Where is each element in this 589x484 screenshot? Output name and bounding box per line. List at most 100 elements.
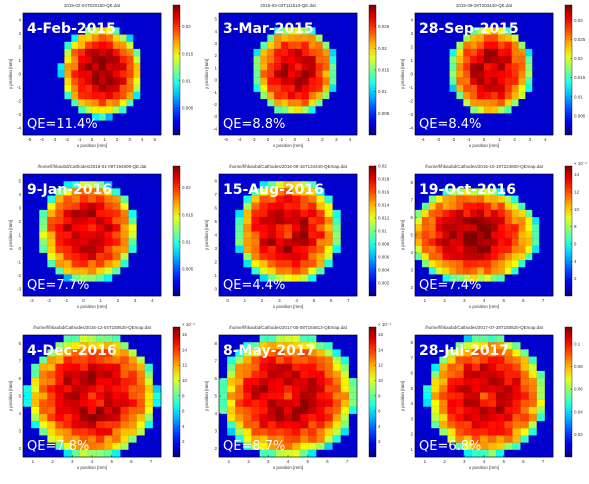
heatmap-cell — [484, 174, 492, 182]
heatmap-cell — [470, 113, 478, 121]
heatmap-cell — [292, 363, 301, 372]
heatmap-cell — [243, 370, 252, 379]
heatmap-cell — [29, 41, 38, 50]
heatmap-cell — [55, 274, 64, 282]
heatmap-cell — [324, 342, 333, 350]
y-tick-label: 6 — [410, 215, 413, 220]
heatmap-cell — [128, 224, 137, 232]
heatmap-cell — [219, 106, 227, 114]
heatmap-cell — [470, 224, 478, 232]
heatmap-cell — [488, 442, 497, 451]
heatmap-cell — [455, 378, 465, 386]
heatmap-cell — [544, 392, 554, 400]
heatmap-cell — [504, 378, 513, 386]
heatmap-cell — [87, 428, 97, 436]
colorbar-tick-label: 0.025 — [378, 24, 390, 29]
heatmap-cell — [133, 113, 141, 121]
heatmap-cell — [348, 406, 358, 415]
heatmap-cell — [463, 27, 471, 35]
heatmap-cell — [294, 20, 303, 28]
qe-heatmap-svg: 2015-09-28T204440-QE.dat-4 -3 -2 -1 0 1 2 3 4-4-… — [400, 3, 586, 148]
heatmap-cell — [140, 56, 148, 64]
heatmap-cell — [96, 399, 105, 408]
heatmap-cell — [315, 70, 323, 78]
heatmap-cell — [348, 335, 358, 343]
heatmap-cell — [528, 349, 538, 357]
heatmap-cell — [442, 127, 450, 136]
heatmap-cell — [511, 48, 519, 57]
heatmap-cell — [456, 245, 464, 254]
x-tick-label: 3 — [529, 137, 532, 142]
heatmap-cell — [154, 63, 162, 71]
heatmap-cell — [471, 363, 481, 372]
qe-map-panel: /home/f/hkaobd/Cathodes/2016-08-15T13444… — [197, 162, 393, 323]
heatmap-cell — [544, 370, 554, 379]
colorbar-tick-label: 6 — [378, 409, 381, 414]
heatmap-cell — [112, 421, 121, 429]
heatmap-cell — [308, 70, 316, 78]
heatmap-cell — [120, 188, 129, 196]
qe-heatmap-svg: /home/f/hkaobd/Cathodes/2016-08-15T13444… — [204, 164, 390, 310]
heatmap-cell — [136, 238, 146, 247]
colorbar-tick-label: 4 — [574, 259, 577, 264]
heatmap-cell — [78, 70, 86, 78]
heatmap-cell — [484, 217, 492, 225]
heatmap-cell — [546, 245, 554, 254]
heatmap-cell — [332, 413, 342, 422]
y-tick-label: 6 — [410, 371, 413, 376]
heatmap-cell — [267, 13, 275, 21]
heatmap-cell — [471, 428, 481, 436]
heatmap-cell — [246, 84, 254, 93]
heatmap-cell — [251, 392, 260, 400]
heatmap-cell — [288, 106, 296, 114]
heatmap-cell — [144, 363, 154, 372]
heatmap-cell — [308, 421, 317, 429]
heatmap-cell — [39, 356, 48, 365]
heatmap-cell — [36, 56, 44, 64]
heatmap-cell — [235, 202, 244, 211]
heatmap-cell — [350, 106, 358, 114]
heatmap-cell — [520, 399, 529, 408]
heatmap-cell — [456, 181, 464, 189]
heatmap-cell — [518, 120, 526, 129]
heatmap-cell — [283, 267, 293, 275]
heatmap-cell — [87, 385, 97, 393]
heatmap-cell — [456, 63, 464, 71]
heatmap-cell — [329, 63, 337, 71]
heatmap-cell — [343, 99, 351, 107]
heatmap-cell — [31, 413, 40, 422]
heatmap-cell — [71, 449, 81, 458]
qe-heatmap-svg: /home/f/hkaobd/Cathodes/2016-12-04T15062… — [8, 323, 195, 470]
heatmap-cell — [324, 442, 333, 451]
heatmap-cell — [421, 27, 430, 35]
heatmap-cell — [463, 392, 473, 400]
heatmap-cell — [144, 252, 154, 261]
heatmap-cell — [57, 41, 65, 50]
heatmap-cell — [144, 378, 154, 386]
heatmap-cell — [348, 281, 358, 290]
heatmap-cell — [539, 106, 547, 114]
heatmap-cell — [267, 120, 275, 129]
heatmap-cell — [92, 99, 100, 107]
x-tick-label: 0 — [91, 137, 94, 142]
heatmap-cell — [343, 91, 351, 100]
heatmap-cell — [87, 442, 97, 451]
x-tick-label: -2 — [451, 137, 455, 142]
heatmap-cell — [343, 56, 351, 64]
heatmap-cell — [251, 449, 260, 458]
heatmap-cell — [57, 20, 65, 28]
heatmap-cell — [43, 84, 51, 93]
heatmap-cell — [140, 20, 148, 28]
colorbar-multiplier: × 10⁻³ — [574, 162, 587, 166]
heatmap-cell — [511, 238, 519, 247]
heatmap-cell — [243, 281, 252, 290]
heatmap-cell — [292, 392, 301, 400]
heatmap-cell — [439, 413, 448, 422]
heatmap-cell — [484, 288, 492, 297]
heatmap-cell — [87, 224, 97, 232]
heatmap-cell — [316, 288, 325, 297]
heatmap-cell — [415, 27, 423, 35]
heatmap-cell — [415, 195, 423, 204]
heatmap-cell — [239, 56, 247, 64]
heatmap-cell — [267, 77, 275, 86]
